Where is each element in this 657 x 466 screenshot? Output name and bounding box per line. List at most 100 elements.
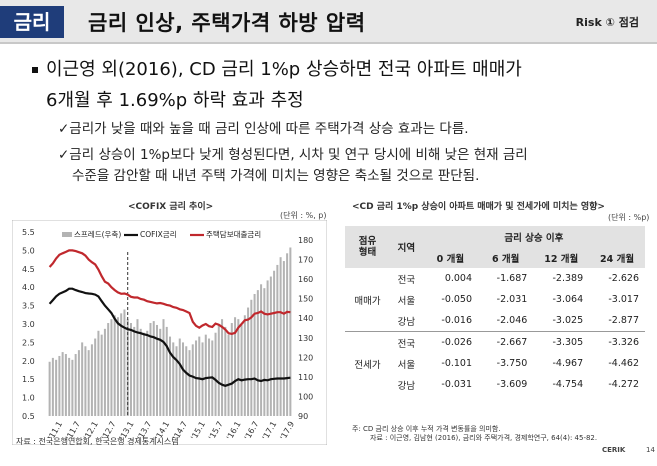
spread-bar (110, 319, 113, 416)
spread-bar (68, 357, 71, 416)
right-caption: <CD 금리 1%p 상승이 아파트 매매가 및 전세가에 미치는 영향> (352, 202, 605, 212)
value-cell: -3.305 (533, 331, 590, 353)
spread-bar (224, 326, 227, 416)
cofix-line (48, 287, 291, 387)
region-cell: 전국 (397, 274, 416, 286)
value-cell: -4.272 (608, 379, 639, 390)
table-header-period: 24 개월 (589, 247, 645, 268)
value-cell: -3.750 (496, 358, 528, 369)
value-cell: -2.667 (478, 331, 534, 353)
spread-bar (77, 350, 80, 416)
spread-bar (198, 336, 201, 416)
left-axis-tick: 2.5 (22, 338, 35, 347)
note-line-1: 주: CD 금리 상승 이후 누적 가격 변동률을 의미함. (352, 425, 501, 433)
table-header-period: 12 개월 (533, 247, 590, 268)
table-note: 주: CD 금리 상승 이후 누적 가격 변동률을 의미함. 자료 : 이근영,… (352, 425, 597, 443)
left-axis-tick: 3.5 (22, 302, 35, 311)
header-divider (0, 42, 657, 44)
right-axis-tick: 130 (298, 334, 313, 343)
right-axis-tick: 170 (298, 256, 313, 265)
right-axis-tick: 140 (298, 314, 313, 323)
region-cell: 강남 (397, 380, 416, 392)
value-cell: -3.025 (552, 315, 584, 326)
group-label: 매매가 (354, 295, 381, 307)
legend-label-mortgage: 주택담보대출금리 (206, 229, 261, 239)
spread-bar (273, 270, 276, 416)
cerik-logo: CERIK (602, 446, 626, 454)
group-label: 전세가 (345, 331, 390, 395)
region-cell: 전국 (389, 331, 423, 353)
left-axis-tick: 2.0 (22, 357, 35, 366)
subpoint-2: ✓금리 상승이 1%p보다 낮게 형성된다면, 시차 및 연구 당시에 비해 낮… (58, 147, 528, 163)
spread-bar (227, 334, 230, 416)
spread-bar (182, 342, 185, 416)
value-cell: -3.017 (608, 294, 639, 305)
table-header-type: 점유 형태 (345, 226, 390, 268)
value-cell: -3.064 (552, 294, 584, 305)
page-title: 금리 인상, 주택가격 하방 압력 (88, 11, 366, 35)
spread-bar (159, 328, 162, 416)
value-cell: -4.754 (552, 379, 584, 390)
spread-bar (120, 313, 123, 416)
region-cell: 서울 (397, 359, 416, 371)
value-cell: 0.004 (444, 273, 473, 284)
spread-bar (87, 350, 90, 416)
spread-bar (94, 338, 97, 416)
bullet-line-2: 6개월 후 1.69%p 하락 효과 추정 (46, 90, 304, 111)
spread-bar (237, 319, 240, 416)
risk-label: Risk ① 점검 (575, 16, 639, 29)
bullet-square-icon (32, 67, 38, 73)
value-cell: -2.389 (552, 273, 584, 284)
right-axis-tick: 160 (298, 275, 313, 284)
spread-bar (178, 338, 181, 416)
table-header-period: 0 개월 (422, 247, 479, 268)
value-cell: -4.462 (608, 358, 639, 369)
spread-bar (172, 342, 175, 416)
spread-bar (74, 354, 77, 416)
spread-bar (217, 324, 220, 416)
left-axis-tick: 0.5 (22, 412, 35, 421)
spread-bar (103, 328, 106, 416)
spread-bar (234, 317, 237, 416)
left-axis-tick: 1.5 (22, 375, 35, 384)
spread-bar (263, 288, 266, 416)
spread-bar (165, 326, 168, 416)
spread-bar (253, 293, 256, 416)
spread-bar (282, 261, 285, 416)
spread-bar (139, 328, 142, 416)
spread-bar (243, 315, 246, 416)
spread-bar (142, 332, 145, 416)
right-unit: (단위 : %p) (608, 213, 650, 222)
table-row: 서울 -0.050 -2.031 -3.064 -3.017 (345, 289, 645, 310)
left-axis-tick: 3.0 (22, 320, 35, 329)
spread-bar (230, 323, 233, 416)
subpoint-2-cont: 수준을 감안할 때 내년 주택 가격에 미치는 영향은 축소될 것으로 판단됨. (72, 168, 480, 184)
legend-swatch-spread (62, 232, 72, 237)
value-cell: -2.877 (608, 315, 639, 326)
value-cell: -0.050 (441, 294, 473, 305)
table-header-group: 금리 상승 이후 (422, 226, 645, 247)
spread-bar (146, 330, 149, 416)
legend-label-spread: 스프레드(우축) (74, 230, 121, 239)
spread-bar (276, 264, 279, 416)
left-axis-tick: 1.0 (22, 394, 35, 403)
value-cell: -1.687 (496, 273, 528, 284)
table-row: 서울 -0.101 -3.750 -4.967 -4.462 (345, 353, 645, 374)
spread-bar (247, 307, 250, 416)
page-number: 14 (646, 446, 655, 454)
value-cell: -3.609 (496, 379, 528, 390)
subpoint-1: ✓금리가 낮을 때와 높을 때 금리 인상에 따른 주택가격 상승 효과는 다름… (58, 121, 469, 137)
table-row: 강남 -0.031 -3.609 -4.754 -4.272 (345, 374, 645, 395)
note-line-2: 자료 : 이근영, 김남현 (2016), 금리와 주택가격, 경제학연구, 6… (370, 434, 598, 442)
spread-bar (175, 346, 178, 416)
legend-label-cofix: COFIX금리 (140, 230, 177, 239)
spread-bar (289, 247, 292, 416)
spread-bar (279, 257, 282, 416)
spread-bar (221, 319, 224, 416)
spread-bar (214, 332, 217, 416)
right-axis-tick: 100 (298, 392, 313, 401)
spread-bar (188, 350, 191, 416)
main-bullet: 이근영 외(2016), CD 금리 1%p 상승하면 전국 아파트 매매가 6… (32, 54, 652, 116)
mortgage-rate-line (48, 249, 291, 336)
table-row: 강남 -0.016 -2.046 -3.025 -2.877 (345, 310, 645, 332)
